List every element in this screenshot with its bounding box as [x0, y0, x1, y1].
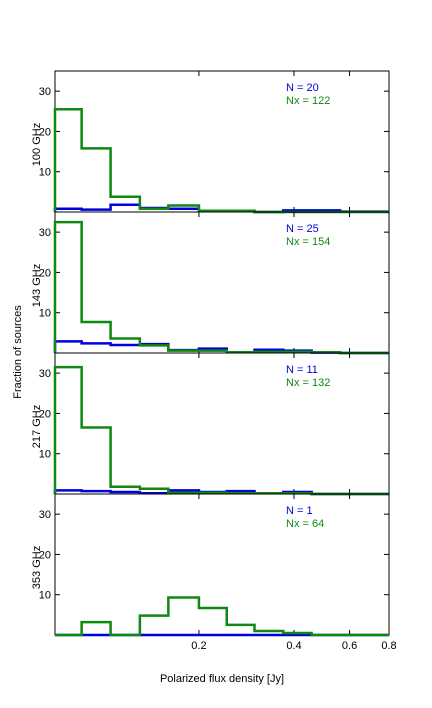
x-tick-label: 0.6: [342, 640, 357, 652]
y-tick-label: 10: [39, 167, 51, 179]
y-axis-label: Fraction of sources: [12, 305, 24, 399]
y-tick-label: 20: [39, 408, 51, 420]
panel-frame: [54, 352, 390, 495]
series-nx-histogram: [53, 220, 389, 355]
y-tick-label: 20: [39, 126, 51, 138]
series-nx-histogram: [53, 108, 389, 214]
panel-frequency-label: 217 GHz: [31, 405, 43, 448]
y-tick-label: 30: [39, 86, 51, 98]
panel-frequency-label: 353 GHz: [31, 546, 43, 589]
annotation-n-count: N = 1: [286, 505, 313, 517]
series-nx-histogram: [53, 365, 389, 496]
y-tick-label: 20: [39, 549, 51, 561]
y-tick-label: 10: [39, 308, 51, 320]
annotation-n-count: N = 11: [286, 364, 318, 376]
y-tick-label: 10: [39, 590, 51, 602]
panel-frame: [54, 70, 390, 213]
x-tick-label: 0.2: [191, 640, 206, 652]
series-nx-histogram: [55, 596, 389, 637]
y-tick-label: 20: [39, 267, 51, 279]
annotation-nx-count: Nx = 154: [286, 236, 330, 248]
x-tick-label: 0.4: [286, 640, 301, 652]
y-tick-label: 30: [39, 368, 51, 380]
annotation-n-count: N = 20: [286, 82, 319, 94]
y-tick-label: 30: [39, 227, 51, 239]
annotation-nx-count: Nx = 132: [286, 377, 330, 389]
annotation-nx-count: Nx = 64: [286, 518, 324, 530]
x-tick-label: 0.8: [381, 640, 396, 652]
y-tick-label: 10: [39, 449, 51, 461]
panel-frequency-label: 100 GHz: [31, 123, 43, 166]
annotation-n-count: N = 25: [286, 223, 319, 235]
x-axis: 0.2 0.4 0.6 0.8: [191, 640, 396, 652]
annotation-nx-count: Nx = 122: [286, 95, 330, 107]
y-tick-label: 30: [39, 509, 51, 521]
x-axis-label: Polarized flux density [Jy]: [160, 673, 284, 685]
panel-frame: [54, 493, 390, 636]
panel-frame: [54, 211, 390, 354]
panel-frequency-label: 143 GHz: [31, 264, 43, 307]
panel-4: 10 20 30 353 GHz N = 1Nx = 64: [31, 493, 390, 637]
